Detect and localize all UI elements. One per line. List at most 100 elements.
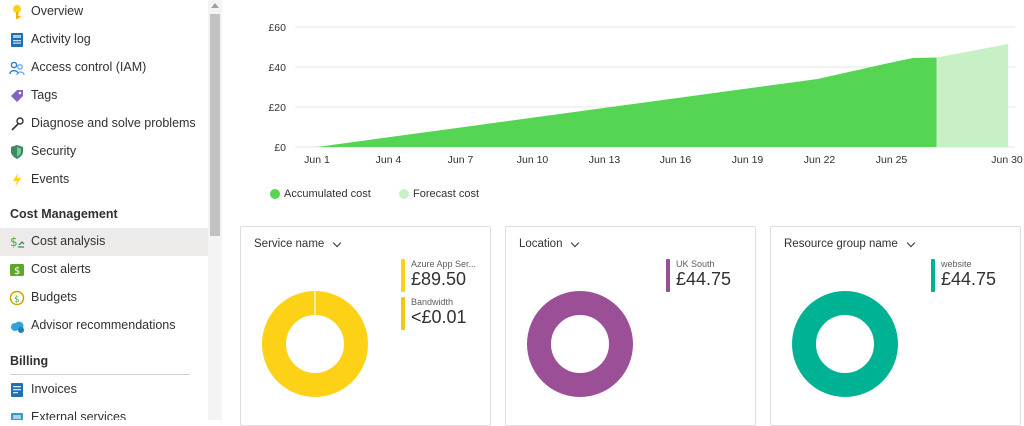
nav-label: External services xyxy=(31,410,127,420)
nav-item-invoices[interactable]: Invoices xyxy=(0,376,208,404)
section-divider xyxy=(10,374,190,375)
location-dropdown[interactable]: Location xyxy=(519,238,580,250)
nav-label: Overview xyxy=(31,4,84,18)
nav-item-budgets[interactable]: $ Budgets xyxy=(0,284,208,312)
nav-item-external-services[interactable]: External services xyxy=(0,404,208,420)
cost-entry-name: Bandwidth xyxy=(411,297,454,307)
legend-label: Accumulated cost xyxy=(284,188,371,200)
y-tick-label: £0 xyxy=(274,142,286,154)
nav-item-diagnose[interactable]: Diagnose and solve problems xyxy=(0,110,208,138)
cost-entry-uk-south[interactable]: UK South £44.75 xyxy=(666,259,731,292)
scroll-up-arrow-icon[interactable] xyxy=(211,3,219,8)
service-name-dropdown[interactable]: Service name xyxy=(254,238,342,250)
x-tick-label: Jun 7 xyxy=(448,154,474,166)
accumulated-cost-chart: £0 £20 £40 £60 Jun 1 Jun 4 Jun 7 Jun 10 Jun 13 Ju… xyxy=(240,0,1024,205)
cost-entry-value: <£0.01 xyxy=(411,307,467,327)
cost-analysis-icon: $ xyxy=(9,234,25,250)
cost-entry-color-bar xyxy=(401,259,405,292)
key-icon xyxy=(9,4,25,20)
cost-entry-value: £89.50 xyxy=(411,269,467,289)
sidebar-scrollbar-thumb[interactable] xyxy=(210,14,220,236)
x-tick-label: Jun 13 xyxy=(589,154,621,166)
svg-text:$: $ xyxy=(14,266,20,277)
cost-entry-name: Azure App Ser... xyxy=(411,259,477,269)
resource-group-donut xyxy=(792,291,898,397)
legend-label: Forecast cost xyxy=(413,188,480,200)
resource-menu: Overview Activity log Access control (IA… xyxy=(0,0,208,420)
card-title: Service name xyxy=(254,238,325,250)
nav-label: Access control (IAM) xyxy=(31,60,147,74)
cost-entry-name: website xyxy=(941,259,972,269)
svg-text:$: $ xyxy=(14,295,20,305)
nav-item-tags[interactable]: Tags xyxy=(0,82,208,110)
card-title: Resource group name xyxy=(784,238,898,250)
x-tick-label: Jun 19 xyxy=(732,154,764,166)
chevron-down-icon xyxy=(571,238,580,247)
nav-item-security[interactable]: Security xyxy=(0,138,208,166)
chevron-down-icon xyxy=(906,238,916,247)
people-icon xyxy=(9,60,25,76)
chevron-down-icon xyxy=(333,238,342,247)
nav-label: Tags xyxy=(31,88,58,102)
nav-label: Cost analysis xyxy=(31,234,106,248)
location-card: Location UK South £44.75 xyxy=(505,226,756,426)
lightning-icon xyxy=(9,172,25,188)
service-name-card: Service name Azure App Ser... £89.50 Ban… xyxy=(240,226,491,426)
y-tick-label: £20 xyxy=(268,102,286,114)
cost-entry-name: UK South xyxy=(676,259,715,269)
section-heading-billing: Billing xyxy=(10,354,49,368)
legend-swatch xyxy=(399,189,409,199)
log-book-icon xyxy=(9,32,25,48)
cost-entry-value: £44.75 xyxy=(941,269,997,289)
nav-item-cost-analysis[interactable]: $ Cost analysis xyxy=(0,228,208,256)
cost-entry-website[interactable]: website £44.75 xyxy=(931,259,996,292)
invoice-icon xyxy=(9,382,25,398)
nav-label: Invoices xyxy=(31,382,77,396)
nav-item-advisor[interactable]: Advisor recommendations xyxy=(0,312,208,340)
location-donut xyxy=(527,291,633,397)
card-title: Location xyxy=(519,238,563,250)
cost-entry-azure-app-service[interactable]: Azure App Ser... £89.50 xyxy=(401,259,476,292)
budget-icon: $ xyxy=(9,290,25,306)
donut-slice-azure-app-service[interactable] xyxy=(262,291,368,397)
service-name-donut xyxy=(262,291,368,397)
nav-item-activity-log[interactable]: Activity log xyxy=(0,26,208,54)
nav-label: Security xyxy=(31,144,77,158)
x-tick-label: Jun 1 xyxy=(304,154,330,166)
x-tick-label: Jun 10 xyxy=(517,154,549,166)
tag-icon xyxy=(9,88,25,104)
resource-group-dropdown[interactable]: Resource group name xyxy=(784,238,916,250)
cost-entry-bandwidth[interactable]: Bandwidth <£0.01 xyxy=(401,297,467,330)
advisor-cloud-icon xyxy=(9,318,25,334)
section-heading-cost-management: Cost Management xyxy=(10,207,118,221)
cost-entry-color-bar xyxy=(401,297,405,330)
x-tick-label: Jun 30 xyxy=(991,154,1023,166)
x-tick-label: Jun 25 xyxy=(876,154,908,166)
nav-item-events[interactable]: Events xyxy=(0,166,208,194)
nav-label: Advisor recommendations xyxy=(31,318,176,332)
legend-swatch xyxy=(270,189,280,199)
accumulated-cost-area[interactable] xyxy=(317,57,937,148)
donut-slice-uk-south[interactable] xyxy=(527,291,633,397)
nav-label: Budgets xyxy=(31,290,77,304)
nav-item-access-control[interactable]: Access control (IAM) xyxy=(0,54,208,82)
x-tick-label: Jun 22 xyxy=(804,154,836,166)
x-tick-label: Jun 4 xyxy=(376,154,402,166)
y-tick-label: £60 xyxy=(268,22,286,34)
forecast-cost-area[interactable] xyxy=(936,44,1009,147)
nav-label: Activity log xyxy=(31,32,91,46)
y-tick-label: £40 xyxy=(268,62,286,74)
svg-text:$: $ xyxy=(10,235,18,249)
cost-alert-icon: $ xyxy=(9,262,25,278)
resource-group-card: Resource group name website £44.75 xyxy=(770,226,1021,426)
cost-entry-color-bar xyxy=(666,259,670,292)
legend-forecast-cost[interactable]: Forecast cost xyxy=(399,188,479,200)
legend-accumulated-cost[interactable]: Accumulated cost xyxy=(270,188,371,200)
x-tick-label: Jun 16 xyxy=(660,154,692,166)
nav-label: Events xyxy=(31,172,70,186)
donut-slice-website[interactable] xyxy=(792,291,898,397)
nav-item-cost-alerts[interactable]: $ Cost alerts xyxy=(0,256,208,284)
nav-item-overview[interactable]: Overview xyxy=(0,0,208,26)
cost-entry-value: £44.75 xyxy=(676,269,732,289)
nav-label: Diagnose and solve problems xyxy=(31,116,196,130)
